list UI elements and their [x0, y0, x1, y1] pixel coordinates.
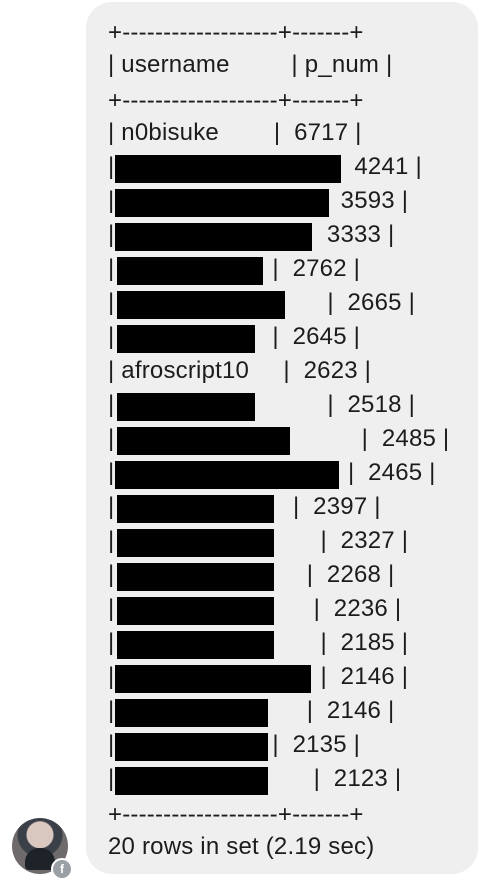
- redaction-bar: [115, 665, 311, 693]
- table-row: | | 2465 |: [108, 459, 436, 486]
- redaction-bar: [117, 427, 290, 455]
- facebook-icon: f: [51, 858, 73, 880]
- redaction-bar: [115, 461, 339, 489]
- redaction-bar: [115, 155, 341, 183]
- redaction-bar: [117, 495, 274, 523]
- redaction-bar: [115, 767, 268, 795]
- table-border-mid: +-------------------+-------+: [108, 87, 364, 114]
- table-row: | | 2397 |: [108, 493, 381, 520]
- redaction-bar: [117, 563, 274, 591]
- redaction-bar: [117, 597, 274, 625]
- table-row: | | 2185 |: [108, 629, 409, 656]
- table-border-top: +-------------------+-------+: [108, 19, 364, 46]
- table-row: | | 2518 |: [108, 391, 416, 418]
- redaction-bar: [115, 699, 268, 727]
- table-row: | | 2123 |: [108, 765, 402, 792]
- redaction-bar: [117, 393, 255, 421]
- redaction-bar: [117, 291, 285, 319]
- table-row: | | 2236 |: [108, 595, 402, 622]
- table-row: | | 2485 |: [108, 425, 450, 452]
- table-row: | | 2146 |: [108, 663, 409, 690]
- redaction-bar: [117, 325, 255, 353]
- table-row: | | 2135 |: [108, 731, 361, 758]
- redaction-bar: [115, 223, 312, 251]
- redaction-bar: [115, 189, 329, 217]
- redaction-bar: [117, 631, 274, 659]
- table-row: | | 2762 |: [108, 255, 361, 282]
- table-row: | | 2327 |: [108, 527, 409, 554]
- redaction-bar: [115, 733, 268, 761]
- table-row: | | 3593 |: [108, 187, 409, 214]
- table-row: | | 2268 |: [108, 561, 395, 588]
- table-row: | | 2146 |: [108, 697, 395, 724]
- table-row: | afroscript10 | 2623 |: [108, 357, 372, 384]
- redaction-bar: [117, 257, 263, 285]
- table-row: | n0bisuke | 6717 |: [108, 119, 362, 146]
- redaction-bar: [117, 529, 274, 557]
- table-border-bottom: +-------------------+-------+: [108, 801, 364, 828]
- table-row: | | 4241 |: [108, 153, 422, 180]
- table-row: | | 2665 |: [108, 289, 416, 316]
- table-row: | | 3333 |: [108, 221, 395, 248]
- table-header-row: | username | p_num |: [108, 51, 393, 78]
- table-row: | | 2645 |: [108, 323, 361, 350]
- query-result-footer: 20 rows in set (2.19 sec): [108, 833, 375, 860]
